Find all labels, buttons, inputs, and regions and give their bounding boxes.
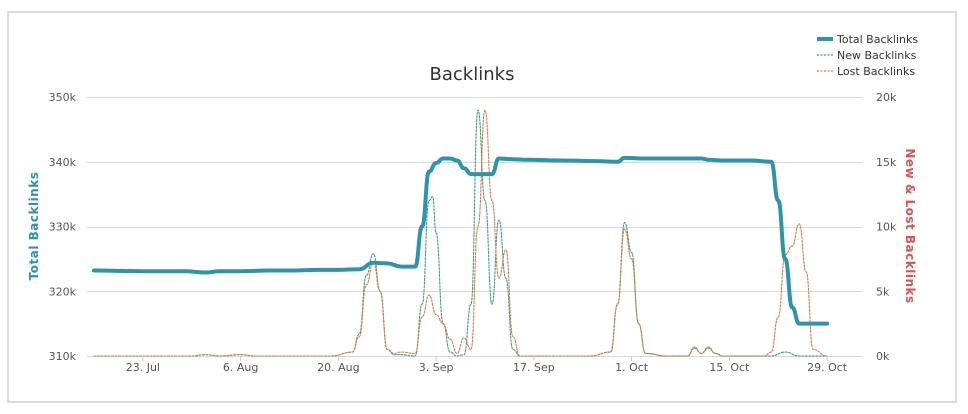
legend-item[interactable]: New Backlinks <box>817 49 917 62</box>
x-tick-label: 1. Oct <box>615 361 649 374</box>
left-tick-label: 340k <box>49 156 77 169</box>
right-axis-title: New & Lost Backlinks <box>903 148 917 303</box>
legend-label: Lost Backlinks <box>837 65 915 78</box>
left-tick-label: 350k <box>49 91 77 104</box>
chart-frame <box>7 11 957 403</box>
left-tick-label: 310k <box>49 350 77 363</box>
right-axis-ticks: 0k 5k 10k 15k 20k <box>876 91 897 363</box>
legend-item[interactable]: Lost Backlinks <box>817 65 915 78</box>
right-tick-label: 5k <box>876 285 890 298</box>
x-tick-label: 3. Sep <box>419 361 454 374</box>
x-tick-label: 20. Aug <box>317 361 359 374</box>
x-tick-label: 15. Oct <box>709 361 750 374</box>
lost-backlinks-line <box>93 109 828 357</box>
right-tick-label: 10k <box>876 221 897 234</box>
legend: Total Backlinks New Backlinks Lost Backlin… <box>817 33 918 78</box>
left-axis-title: Total Backlinks <box>27 172 41 281</box>
x-tick-label: 6. Aug <box>223 361 258 374</box>
right-tick-label: 20k <box>876 91 897 104</box>
series-layer <box>92 109 830 357</box>
x-axis-ticks: 23. Jul 6. Aug 20. Aug 3. Sep 17. Sep 1. Oct 1… <box>126 356 848 374</box>
right-tick-label: 15k <box>876 156 897 169</box>
legend-label: New Backlinks <box>837 49 917 62</box>
left-tick-label: 320k <box>49 285 77 298</box>
legend-label: Total Backlinks <box>836 33 918 46</box>
total-backlinks-line <box>92 155 830 326</box>
legend-item[interactable]: Total Backlinks <box>817 33 918 46</box>
new-backlinks-line <box>93 109 828 357</box>
left-axis-ticks: 310k 320k 330k 340k 350k <box>49 91 77 363</box>
x-tick-label: 17. Sep <box>513 361 555 374</box>
x-tick-label: 29. Oct <box>807 361 848 374</box>
right-tick-label: 0k <box>876 350 890 363</box>
x-tick-label: 23. Jul <box>126 361 160 374</box>
chart-title: Backlinks <box>430 64 515 85</box>
left-tick-label: 330k <box>49 221 77 234</box>
